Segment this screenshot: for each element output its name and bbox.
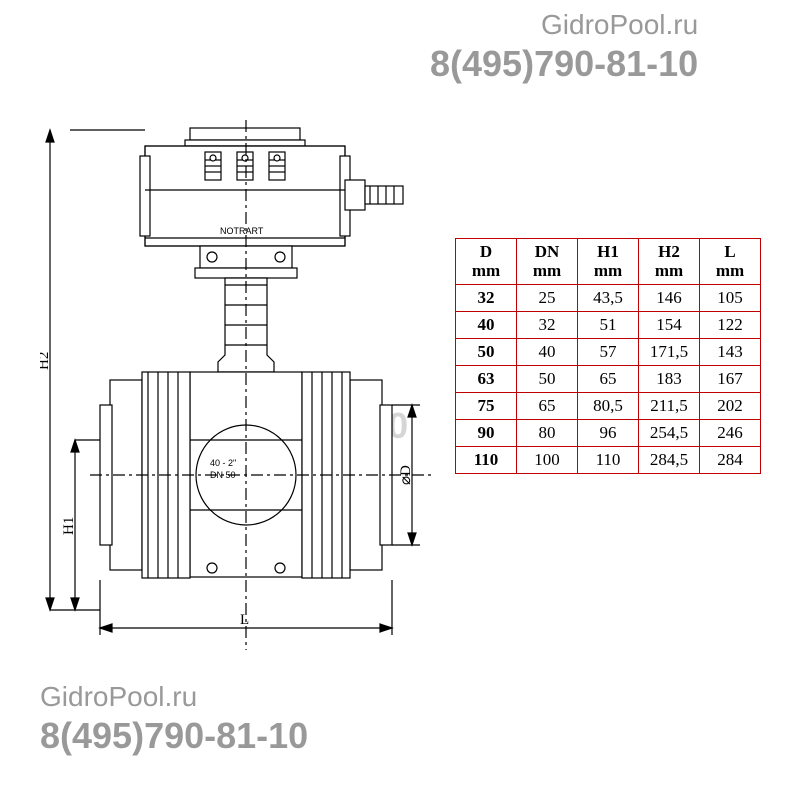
table-row: 504057171,5143 xyxy=(456,339,761,366)
table-cell: 96 xyxy=(578,420,639,447)
table-cell: 246 xyxy=(700,420,761,447)
table-cell: 90 xyxy=(456,420,517,447)
table-cell: 80,5 xyxy=(578,393,639,420)
table-cell: 43,5 xyxy=(578,285,639,312)
table-row: 635065183167 xyxy=(456,366,761,393)
table-header-cell: H1mm xyxy=(578,239,639,285)
table-header-cell: Lmm xyxy=(700,239,761,285)
table-cell: 211,5 xyxy=(639,393,700,420)
table-cell: 105 xyxy=(700,285,761,312)
table-cell: 40 xyxy=(456,312,517,339)
svg-text:H1: H1 xyxy=(61,517,77,535)
table-header: DmmDNmmH1mmH2mmLmm xyxy=(456,239,761,285)
table-body: 322543,5146105403251154122504057171,5143… xyxy=(456,285,761,474)
table-row: 322543,5146105 xyxy=(456,285,761,312)
table-cell: 32 xyxy=(456,285,517,312)
table-header-cell: DNmm xyxy=(517,239,578,285)
watermark-site: GidroPool.ru xyxy=(430,8,698,42)
table-cell: 110 xyxy=(456,447,517,474)
table-cell: 75 xyxy=(456,393,517,420)
table-cell: 183 xyxy=(639,366,700,393)
table-cell: 100 xyxy=(517,447,578,474)
table-cell: 167 xyxy=(700,366,761,393)
table-cell: 284,5 xyxy=(639,447,700,474)
table-cell: 50 xyxy=(517,366,578,393)
table-cell: 143 xyxy=(700,339,761,366)
table-row: 908096254,5246 xyxy=(456,420,761,447)
table-cell: 202 xyxy=(700,393,761,420)
table-cell: 254,5 xyxy=(639,420,700,447)
svg-text:H2: H2 xyxy=(40,352,52,370)
svg-text:40 - 2": 40 - 2" xyxy=(210,458,236,468)
svg-text:NOTRART: NOTRART xyxy=(220,226,264,236)
table-cell: 110 xyxy=(578,447,639,474)
watermark-phone: 8(495)790-81-10 xyxy=(40,714,308,757)
table-row: 756580,5211,5202 xyxy=(456,393,761,420)
svg-text:L: L xyxy=(240,612,249,628)
table-header-cell: H2mm xyxy=(639,239,700,285)
table-cell: 40 xyxy=(517,339,578,366)
table-cell: 57 xyxy=(578,339,639,366)
table-row: 110100110284,5284 xyxy=(456,447,761,474)
table-cell: 65 xyxy=(517,393,578,420)
watermark-site: GidroPool.ru xyxy=(40,680,308,714)
watermark-top: GidroPool.ru 8(495)790-81-10 xyxy=(430,8,698,85)
watermark-bottom: GidroPool.ru 8(495)790-81-10 xyxy=(40,680,308,757)
table-cell: 80 xyxy=(517,420,578,447)
valve-diagram: H2 H1 xyxy=(40,110,440,660)
table-cell: 146 xyxy=(639,285,700,312)
table-cell: 51 xyxy=(578,312,639,339)
table-cell: 32 xyxy=(517,312,578,339)
table-header-cell: Dmm xyxy=(456,239,517,285)
table-cell: 25 xyxy=(517,285,578,312)
watermark-phone: 8(495)790-81-10 xyxy=(430,42,698,85)
valve-svg: H2 H1 xyxy=(40,110,440,660)
table-cell: 50 xyxy=(456,339,517,366)
table-cell: 122 xyxy=(700,312,761,339)
table-row: 403251154122 xyxy=(456,312,761,339)
table-cell: 284 xyxy=(700,447,761,474)
table-cell: 171,5 xyxy=(639,339,700,366)
table-cell: 65 xyxy=(578,366,639,393)
table-cell: 63 xyxy=(456,366,517,393)
dimensions-table: DmmDNmmH1mmH2mmLmm 322543,51461054032511… xyxy=(455,238,761,474)
table-cell: 154 xyxy=(639,312,700,339)
